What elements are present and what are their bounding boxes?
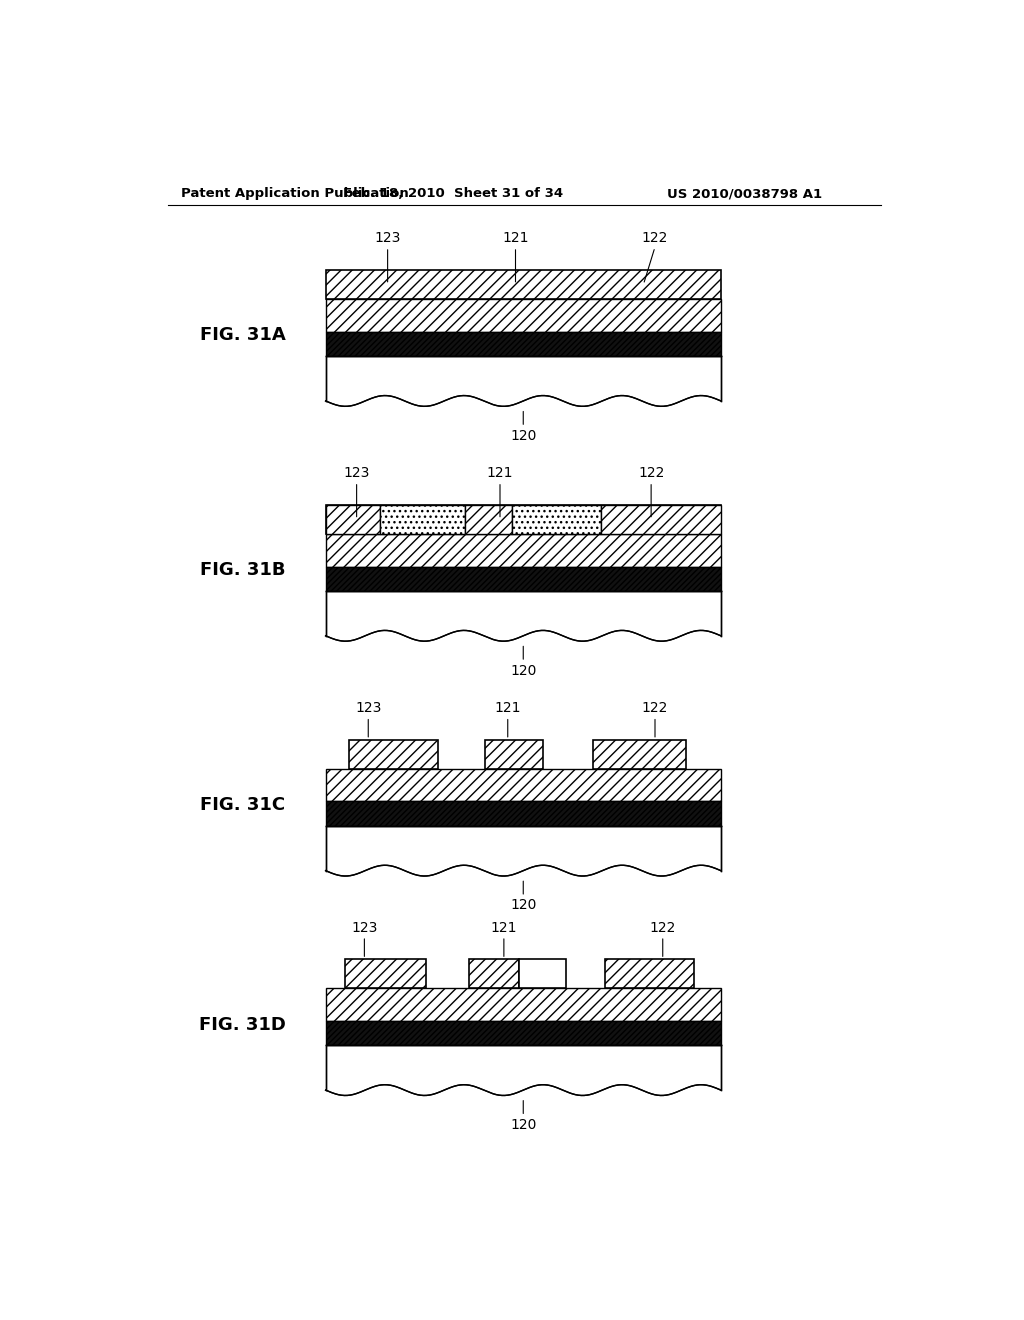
Text: 121: 121 bbox=[486, 466, 513, 480]
Bar bbox=[326, 826, 721, 871]
Bar bbox=[326, 591, 721, 636]
Text: 122: 122 bbox=[642, 231, 669, 246]
Bar bbox=[326, 591, 721, 636]
Text: 123: 123 bbox=[351, 920, 378, 935]
Text: 122: 122 bbox=[638, 466, 665, 480]
Bar bbox=[380, 506, 465, 535]
Bar bbox=[326, 506, 721, 535]
Text: Patent Application Publication: Patent Application Publication bbox=[180, 187, 409, 201]
Bar bbox=[326, 1045, 721, 1090]
Bar bbox=[326, 770, 721, 801]
Bar bbox=[326, 826, 721, 871]
Bar bbox=[326, 591, 721, 636]
Bar bbox=[326, 506, 380, 535]
Bar bbox=[326, 1020, 721, 1045]
Text: FIG. 31D: FIG. 31D bbox=[200, 1015, 286, 1034]
Text: 121: 121 bbox=[502, 231, 528, 246]
Text: FIG. 31C: FIG. 31C bbox=[200, 796, 286, 814]
Bar bbox=[326, 356, 721, 401]
Text: 120: 120 bbox=[510, 664, 537, 677]
Bar bbox=[519, 960, 566, 989]
Bar bbox=[469, 960, 519, 989]
Bar bbox=[326, 566, 721, 591]
Bar bbox=[326, 356, 721, 401]
Text: US 2010/0038798 A1: US 2010/0038798 A1 bbox=[667, 187, 821, 201]
Bar bbox=[512, 506, 601, 535]
Text: 122: 122 bbox=[649, 920, 676, 935]
Bar bbox=[465, 506, 512, 535]
Text: FIG. 31B: FIG. 31B bbox=[200, 561, 286, 579]
Bar bbox=[326, 331, 721, 356]
Bar bbox=[349, 739, 438, 770]
Bar bbox=[326, 826, 721, 871]
Bar bbox=[326, 535, 721, 566]
Text: 123: 123 bbox=[355, 701, 381, 715]
Bar bbox=[326, 989, 721, 1020]
Bar bbox=[604, 960, 693, 989]
Bar bbox=[326, 1045, 721, 1090]
Text: 120: 120 bbox=[510, 429, 537, 442]
Bar bbox=[345, 960, 426, 989]
Bar bbox=[484, 739, 543, 770]
Text: 123: 123 bbox=[343, 466, 370, 480]
Bar bbox=[326, 300, 721, 331]
Text: 121: 121 bbox=[490, 920, 517, 935]
Text: FIG. 31A: FIG. 31A bbox=[200, 326, 286, 345]
Text: 121: 121 bbox=[495, 701, 521, 715]
Bar bbox=[601, 506, 721, 535]
Text: Feb. 18, 2010  Sheet 31 of 34: Feb. 18, 2010 Sheet 31 of 34 bbox=[343, 187, 563, 201]
Bar bbox=[593, 739, 686, 770]
Bar bbox=[326, 356, 721, 401]
Bar bbox=[326, 1045, 721, 1090]
Bar bbox=[326, 801, 721, 826]
Text: 120: 120 bbox=[510, 1118, 537, 1131]
Text: 120: 120 bbox=[510, 899, 537, 912]
Bar bbox=[326, 271, 721, 300]
Text: 122: 122 bbox=[642, 701, 669, 715]
Text: 123: 123 bbox=[375, 231, 400, 246]
